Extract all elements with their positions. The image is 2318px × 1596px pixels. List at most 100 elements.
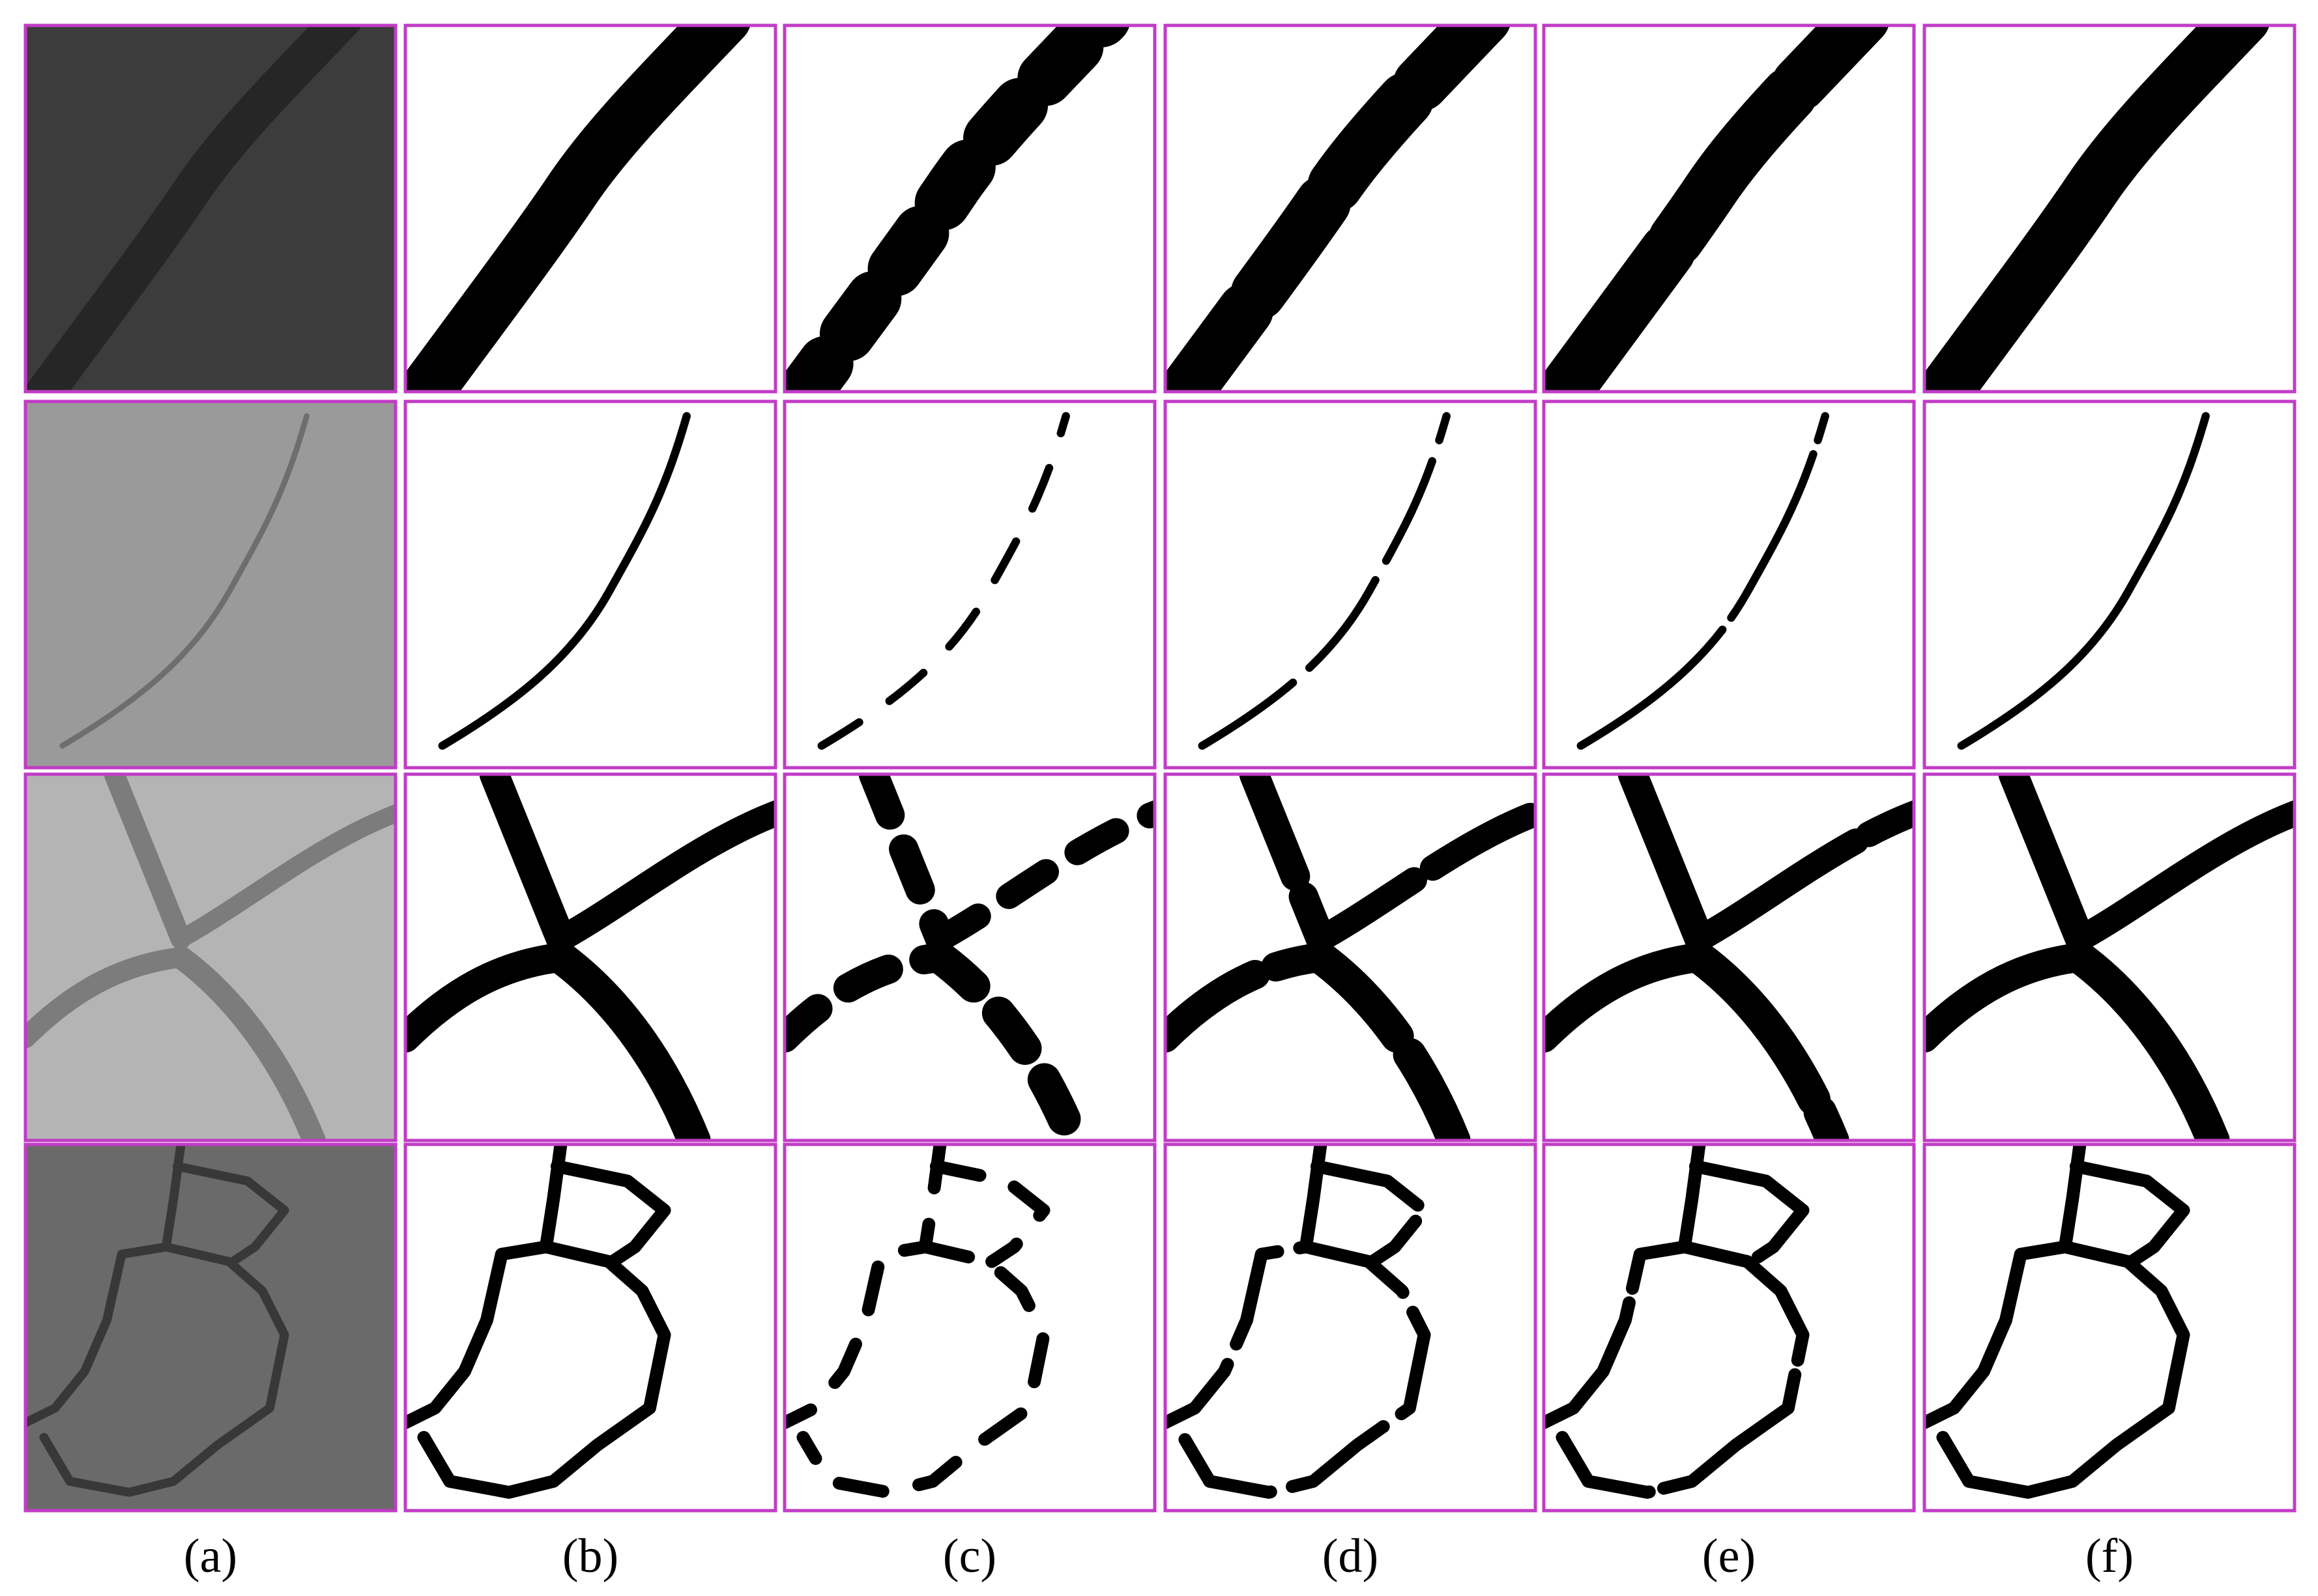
cell-border [1163, 399, 1537, 770]
crack [417, 1240, 671, 1499]
cell-border [403, 23, 777, 394]
segmentation-result [785, 25, 1155, 392]
crack [405, 1144, 568, 1429]
segmentation-result [1924, 25, 2295, 392]
crack [1307, 800, 1535, 952]
segmentation-result [405, 25, 775, 392]
segmentation-result [1544, 401, 1914, 768]
crack [785, 1144, 947, 1429]
crack [405, 942, 576, 1053]
column-label: (d) [1322, 1530, 1378, 1583]
cell-background [25, 774, 396, 1140]
crack [438, 412, 691, 750]
cell-border [1922, 399, 2296, 770]
crack [1688, 1159, 1810, 1268]
cell-border [783, 399, 1157, 770]
crack [25, 25, 362, 392]
crack [796, 1240, 1050, 1499]
column-label: (a) [184, 1530, 237, 1583]
crack [2069, 1159, 2190, 1268]
segmentation-result [1544, 774, 1914, 1140]
crack [1617, 774, 1715, 954]
crack [171, 804, 396, 948]
cell-border [403, 1142, 777, 1513]
cell-border [1542, 1142, 1916, 1513]
cell-border [783, 1142, 1157, 1513]
segmentation-result [405, 1144, 775, 1511]
crack [1177, 1240, 1431, 1499]
crack [172, 1161, 289, 1266]
cell-border [23, 1142, 398, 1513]
segmentation-result [1924, 401, 2295, 768]
crack [1310, 1159, 1431, 1268]
segmentation-result [1165, 1144, 1535, 1511]
segmentation-result [1924, 1144, 2295, 1511]
cell-border [1542, 399, 1916, 770]
segmentation-result [405, 774, 775, 1140]
cell-border [1542, 772, 1916, 1142]
cell-background [1544, 401, 1914, 768]
crack [25, 1144, 186, 1428]
cell-background [1165, 401, 1535, 768]
crack [104, 774, 192, 950]
crack [1924, 942, 2095, 1053]
crack [923, 940, 1090, 1140]
crack [1957, 412, 2210, 750]
crack [929, 1159, 1050, 1268]
crack [1683, 940, 1849, 1140]
column-label: (e) [1702, 1530, 1756, 1583]
crack [858, 774, 955, 954]
segmentation-result [405, 401, 775, 768]
cell-background [785, 401, 1155, 768]
crack [1576, 412, 1829, 750]
crack [1304, 940, 1471, 1140]
cell-border [403, 399, 777, 770]
crack [1165, 942, 1336, 1053]
crack [1544, 1144, 1706, 1429]
crack [544, 940, 711, 1140]
input-image [25, 774, 396, 1140]
segmentation-result [1544, 25, 1914, 392]
crack [25, 947, 192, 1049]
cell-border [1922, 1142, 2296, 1513]
crack [547, 800, 775, 952]
crack [817, 412, 1070, 750]
crack [550, 1159, 671, 1268]
input-image [25, 401, 396, 768]
crack [1924, 25, 2270, 392]
crack [785, 942, 955, 1053]
crack [1936, 1240, 2190, 1499]
cell-background [1924, 401, 2295, 768]
crack [1556, 1240, 1810, 1499]
crack [1998, 774, 2095, 954]
cell-border [23, 23, 398, 394]
crack [785, 25, 1130, 392]
crack [1544, 25, 1889, 392]
crack [59, 413, 310, 749]
crack [1686, 800, 1914, 952]
input-image [25, 25, 396, 392]
column-label: (f) [2085, 1530, 2134, 1583]
segmentation-result [785, 774, 1155, 1140]
cell-border [23, 399, 398, 770]
column-label: (b) [562, 1530, 618, 1583]
cell-border [23, 772, 398, 1142]
cell-border [1542, 23, 1916, 394]
crack [479, 774, 576, 954]
cell-border [1163, 1142, 1537, 1513]
segmentation-result [785, 1144, 1155, 1511]
cell-border [1922, 772, 2296, 1142]
crack [39, 1242, 289, 1497]
cell-background [785, 1144, 1155, 1511]
cell-border [403, 772, 777, 1142]
crack [169, 946, 326, 1140]
cell-border [1922, 23, 2296, 394]
crack [1239, 774, 1336, 954]
segmentation-result [1165, 25, 1535, 392]
column-label: (c) [943, 1530, 996, 1583]
cell-border [1163, 772, 1537, 1142]
crack [2063, 940, 2230, 1140]
segmentation-result [1924, 774, 2295, 1140]
crack [405, 25, 751, 392]
